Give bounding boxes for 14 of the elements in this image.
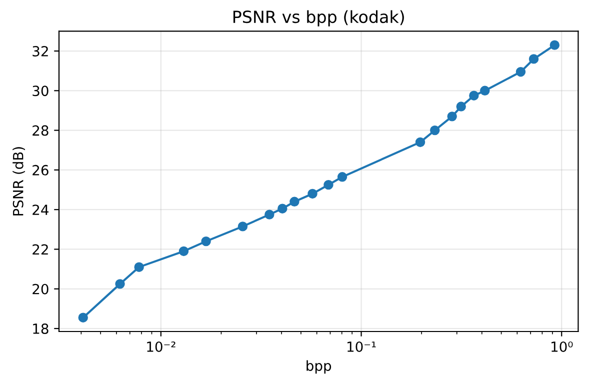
- y-tick-label: 18: [33, 323, 48, 334]
- y-tick-label: 30: [32, 86, 48, 96]
- x-tick-label: 10⁰: [552, 341, 573, 352]
- y-tick-label: 28: [32, 125, 48, 136]
- x-axis-title: bpp: [306, 360, 332, 374]
- y-tick-label: 24: [32, 204, 48, 215]
- y-axis-title: PSNR (dB): [12, 147, 25, 216]
- x-tick-label: 10⁻¹: [348, 341, 376, 352]
- y-tick-label: 32: [32, 46, 48, 56]
- x-tick-label: 10⁻²: [147, 341, 176, 352]
- y-tick-label: 20: [32, 284, 48, 294]
- y-tick-label: 22: [32, 244, 48, 255]
- y-tick-label: 26: [32, 164, 48, 176]
- chart-title: PSNR vs bpp (kodak): [233, 10, 404, 26]
